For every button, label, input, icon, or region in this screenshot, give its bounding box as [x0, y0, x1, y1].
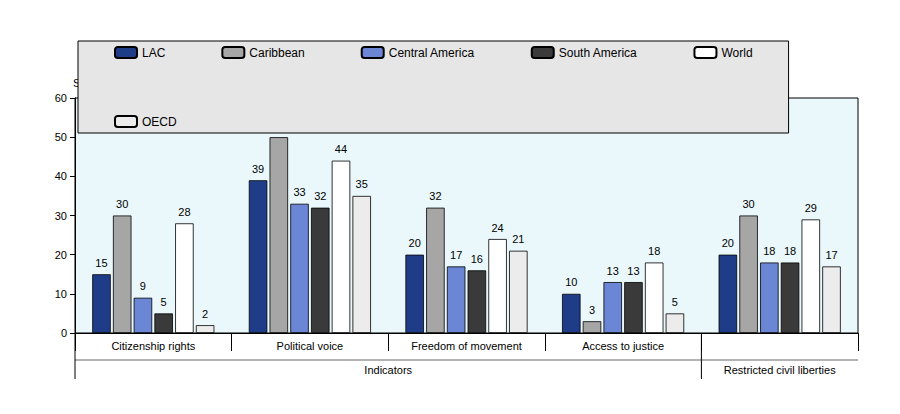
svg-text:5: 5: [672, 296, 678, 308]
svg-text:18: 18: [648, 245, 660, 257]
svg-text:Citizenship rights: Citizenship rights: [111, 340, 195, 352]
svg-text:9: 9: [140, 280, 146, 292]
svg-text:15: 15: [95, 257, 107, 269]
svg-text:39: 39: [252, 163, 264, 175]
svg-text:Freedom of movement: Freedom of movement: [411, 340, 522, 352]
svg-text:South America: South America: [559, 46, 637, 60]
svg-text:16: 16: [471, 253, 483, 265]
svg-text:20: 20: [722, 237, 734, 249]
svg-text:13: 13: [627, 265, 639, 277]
svg-text:OECD: OECD: [142, 115, 177, 129]
svg-text:Central America: Central America: [389, 46, 475, 60]
svg-text:30: 30: [116, 198, 128, 210]
svg-text:24: 24: [491, 222, 503, 234]
svg-text:World: World: [721, 46, 752, 60]
svg-text:10: 10: [55, 288, 67, 300]
svg-text:44: 44: [335, 143, 347, 155]
svg-text:32: 32: [429, 190, 441, 202]
svg-text:20: 20: [409, 237, 421, 249]
svg-text:Caribbean: Caribbean: [249, 46, 304, 60]
svg-text:28: 28: [178, 206, 190, 218]
svg-text:Indicators: Indicators: [364, 364, 412, 376]
svg-text:3: 3: [589, 304, 595, 316]
svg-text:LAC: LAC: [142, 46, 166, 60]
svg-text:60: 60: [55, 92, 67, 104]
svg-text:13: 13: [607, 265, 619, 277]
svg-text:30: 30: [742, 198, 754, 210]
svg-text:18: 18: [763, 245, 775, 257]
svg-text:10: 10: [565, 276, 577, 288]
svg-text:32: 32: [314, 190, 326, 202]
svg-text:20: 20: [55, 249, 67, 261]
svg-text:33: 33: [293, 186, 305, 198]
svg-text:0: 0: [61, 327, 67, 339]
svg-text:5: 5: [161, 296, 167, 308]
svg-text:40: 40: [55, 170, 67, 182]
svg-text:18: 18: [784, 245, 796, 257]
svg-text:35: 35: [356, 178, 368, 190]
svg-text:30: 30: [55, 210, 67, 222]
svg-text:17: 17: [450, 249, 462, 261]
svg-text:Restricted civil liberties: Restricted civil liberties: [724, 364, 836, 376]
svg-text:21: 21: [512, 233, 524, 245]
svg-text:17: 17: [825, 249, 837, 261]
svg-text:Access to justice: Access to justice: [582, 340, 664, 352]
svg-text:29: 29: [805, 202, 817, 214]
svg-text:2: 2: [202, 308, 208, 320]
svg-text:50: 50: [55, 131, 67, 143]
svg-text:Political voice: Political voice: [277, 340, 344, 352]
